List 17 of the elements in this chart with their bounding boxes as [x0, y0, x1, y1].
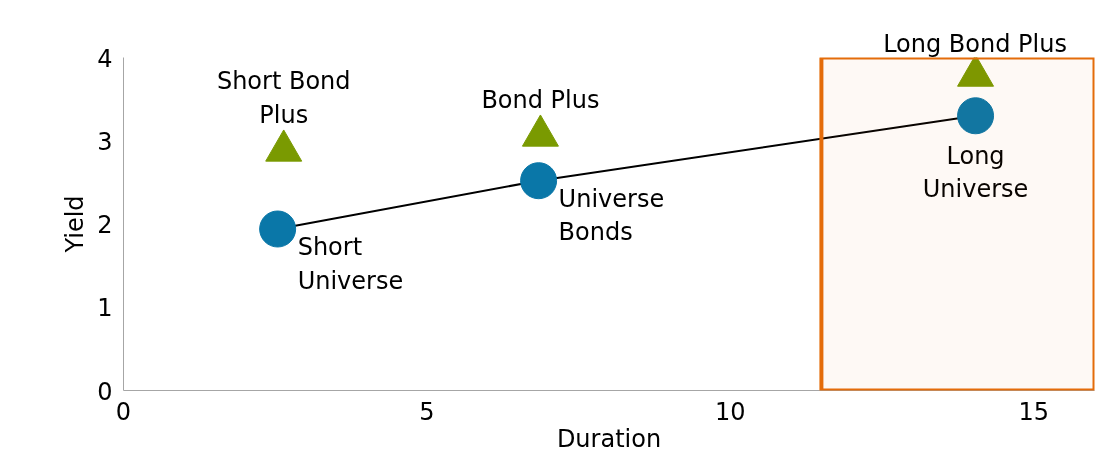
y-tick-label: 1	[97, 294, 113, 323]
x-tick-label: 15	[1018, 397, 1050, 426]
y-tick-label: 2	[97, 211, 113, 239]
data-label: Short Universe	[297, 232, 404, 295]
data-label: Universe Bonds	[558, 184, 665, 247]
data-label: Long Universe	[922, 141, 1029, 204]
y-tick-label: 3	[97, 127, 113, 156]
data-label: Short Bond Plus	[216, 67, 351, 129]
y-tick-label: 4	[97, 44, 113, 73]
data-label: Bond Plus	[481, 85, 600, 114]
x-tick-label: 0	[115, 397, 132, 426]
x-tick-label: 5	[419, 397, 435, 426]
y-tick-label: 0	[97, 377, 113, 406]
y-axis-title: Yield	[61, 195, 90, 254]
x-tick-label: 10	[715, 397, 746, 426]
x-axis-title: Duration	[556, 424, 662, 453]
data-label: Long Bond Plus	[883, 29, 1067, 58]
